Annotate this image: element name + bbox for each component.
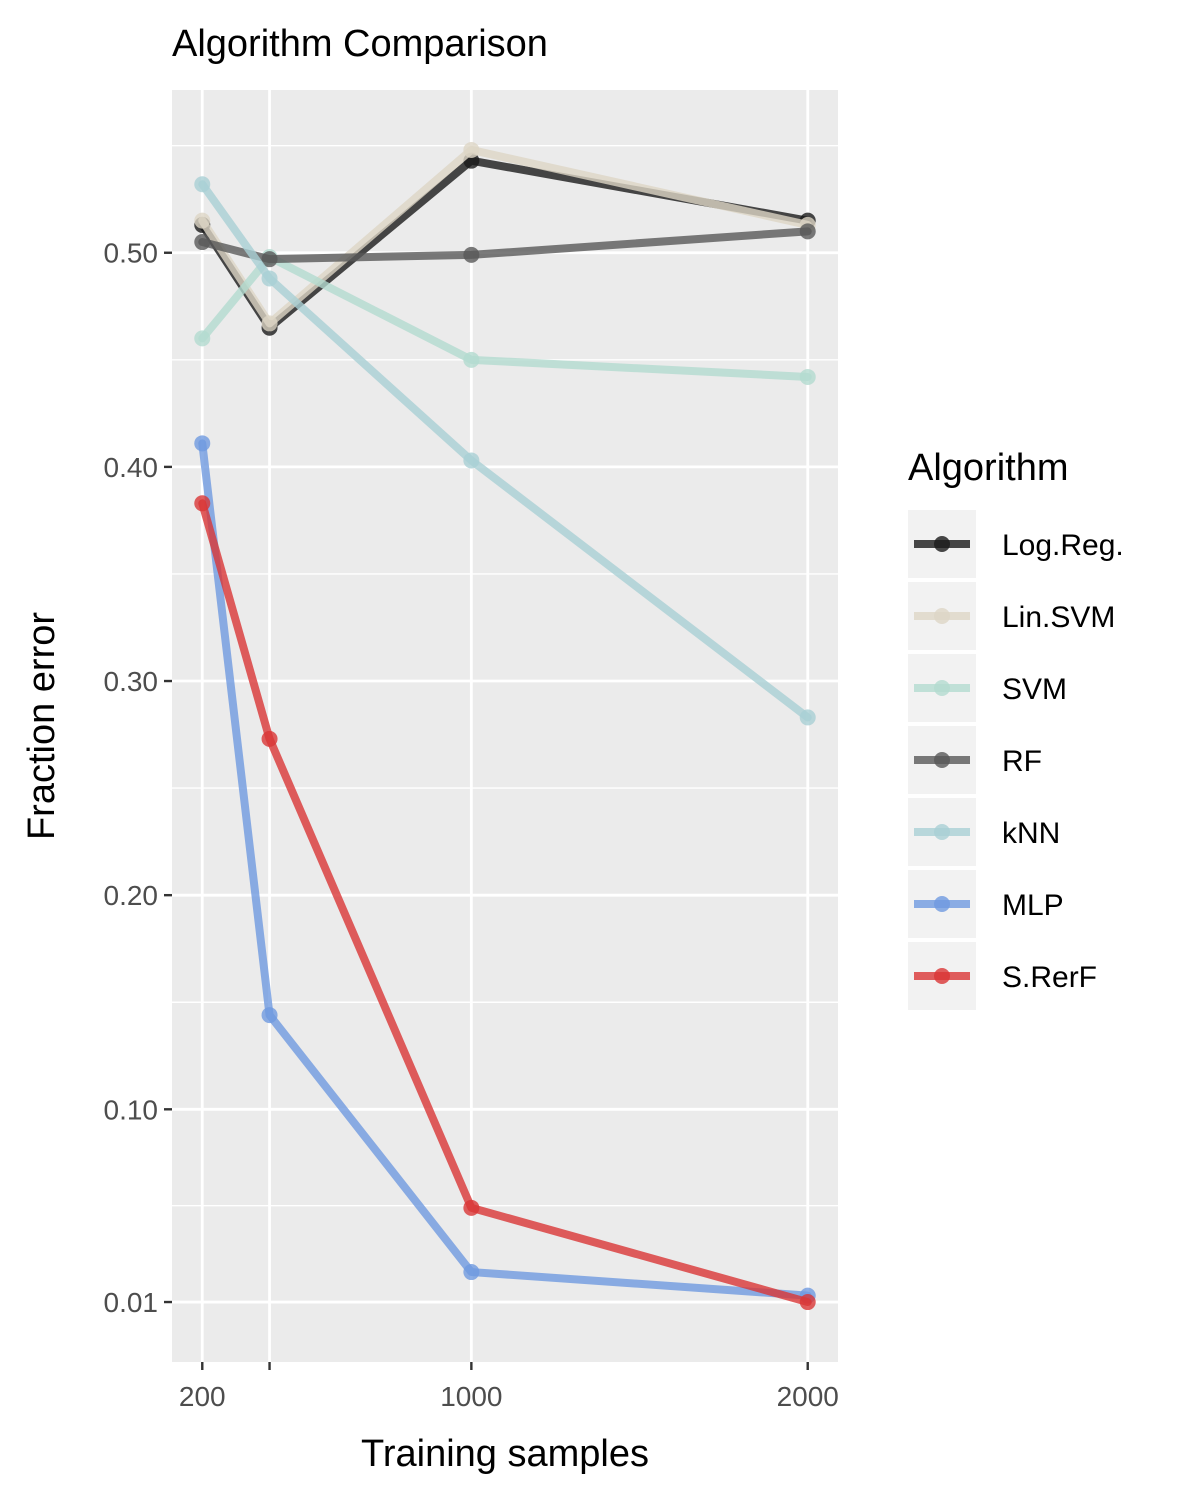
chart-title: Algorithm Comparison [172, 23, 548, 65]
legend-item: MLP [908, 870, 1064, 938]
legend-label: MLP [1002, 889, 1064, 922]
legend-key-point [934, 536, 950, 552]
series-line [198, 145, 812, 328]
y-axis-title: Fraction error [21, 612, 63, 840]
legend-key-point [934, 752, 950, 768]
data-point [463, 141, 480, 158]
legend-item: kNN [908, 798, 1060, 866]
data-point [261, 1007, 278, 1024]
plot-panel [172, 90, 838, 1362]
axes: 0.01 0.10 0.20 0.30 0.40 0.50 200 1000 2000 [104, 238, 839, 1412]
data-point [463, 1264, 480, 1281]
data-point [194, 234, 211, 251]
legend-key-point [934, 608, 950, 624]
legend-key-point [934, 896, 950, 912]
series-line [198, 439, 812, 1300]
data-point [799, 1294, 816, 1311]
legend-label: Log.Reg. [1002, 529, 1124, 562]
legend-title: Algorithm [908, 447, 1069, 489]
series-line [198, 499, 812, 1307]
legend-item: SVM [908, 654, 1067, 722]
legend-item: Lin.SVM [908, 582, 1115, 650]
series-knn [194, 176, 816, 726]
series-line [198, 227, 812, 264]
data-point [463, 351, 480, 368]
data-point [463, 1199, 480, 1216]
data-point [261, 270, 278, 287]
legend-label: kNN [1002, 817, 1060, 850]
data-point [799, 223, 816, 240]
series-s-rerf [194, 495, 816, 1311]
x-tick-label: 1000 [440, 1381, 502, 1412]
legend-key-point [934, 824, 950, 840]
legend-keys: Log.Reg. Lin.SVM SVM RF kNN MLP S.RerF [908, 510, 1124, 1010]
data-point [463, 246, 480, 263]
legend-label: Lin.SVM [1002, 601, 1115, 634]
data-point [194, 435, 211, 452]
x-tick-label: 200 [179, 1381, 226, 1412]
data-point [194, 495, 211, 512]
data-point [194, 176, 211, 193]
legend: Algorithm Log.Reg. Lin.SVM SVM RF kNN MLP S.Re… [908, 447, 1124, 1010]
data-point [799, 709, 816, 726]
y-tick-label: 0.10 [104, 1094, 159, 1125]
legend-label: SVM [1002, 673, 1067, 706]
series-layer [194, 141, 816, 1311]
legend-label: S.RerF [1002, 961, 1097, 994]
series-rf [194, 223, 816, 268]
data-point [261, 315, 278, 332]
y-tick-label: 0.40 [104, 452, 159, 483]
legend-key-point [934, 968, 950, 984]
data-point [261, 730, 278, 747]
legend-item: S.RerF [908, 942, 1097, 1010]
y-tick-label: 0.20 [104, 880, 159, 911]
legend-item: RF [908, 726, 1042, 794]
legend-item: Log.Reg. [908, 510, 1124, 578]
data-point [194, 330, 211, 347]
data-point [261, 251, 278, 268]
data-point [799, 368, 816, 385]
series-line [198, 180, 812, 722]
series-line [198, 253, 812, 381]
y-tick-label: 0.30 [104, 666, 159, 697]
x-tick-label: 2000 [777, 1381, 839, 1412]
legend-label: RF [1002, 745, 1042, 778]
data-point [463, 452, 480, 469]
data-point [194, 212, 211, 229]
legend-key-point [934, 680, 950, 696]
y-tick-label: 0.01 [104, 1287, 159, 1318]
x-axis-title: Training samples [361, 1433, 649, 1475]
y-tick-label: 0.50 [104, 238, 159, 269]
